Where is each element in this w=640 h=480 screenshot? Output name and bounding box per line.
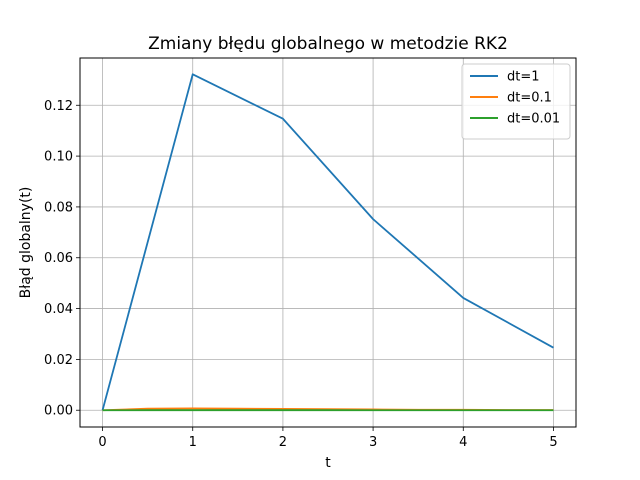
chart-title: Zmiany błędu globalnego w metodzie RK2 xyxy=(148,34,508,54)
axis-ticks: 0 1 2 3 4 5 0.00 0.02 0.04 0.06 0.08 0.10 0.12 xyxy=(44,99,558,450)
legend-box xyxy=(461,63,571,140)
y-tick-label: 0.04 xyxy=(44,302,73,317)
legend-label: dt=1 xyxy=(507,70,540,85)
x-tick-label: 1 xyxy=(189,435,197,450)
y-tick-label: 0.00 xyxy=(44,404,73,419)
series-lines xyxy=(101,73,554,412)
plot-frame xyxy=(79,57,577,428)
legend-label: dt=0.1 xyxy=(507,91,552,106)
x-tick-label: 4 xyxy=(459,435,467,450)
x-tick-label: 0 xyxy=(98,435,106,450)
x-tick-label: 2 xyxy=(279,435,287,450)
x-axis-label: t xyxy=(325,455,331,471)
x-tick-label: 5 xyxy=(549,435,557,450)
x-tick-label: 3 xyxy=(369,435,377,450)
y-tick-label: 0.02 xyxy=(44,353,73,368)
y-tick-label: 0.06 xyxy=(44,251,73,266)
y-tick-label: 0.10 xyxy=(44,150,73,165)
y-tick-label: 0.08 xyxy=(44,200,73,215)
legend: dt=1 dt=0.1 dt=0.01 xyxy=(461,63,571,140)
y-tick-label: 0.12 xyxy=(44,99,73,114)
series-line xyxy=(101,73,554,411)
y-axis-label: Błąd globalny(t) xyxy=(18,187,34,299)
legend-label: dt=0.01 xyxy=(507,112,560,127)
